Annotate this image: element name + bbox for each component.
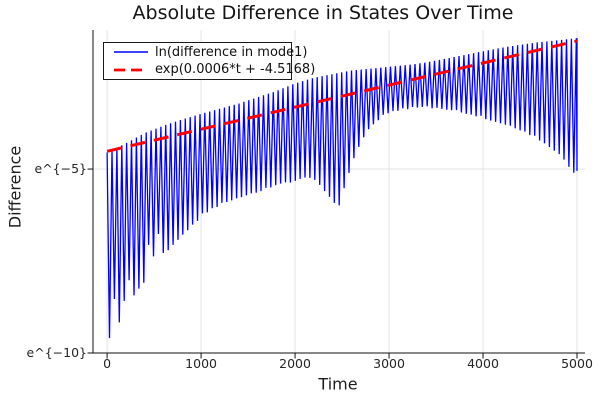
x-tick-label: 5000 <box>561 355 593 371</box>
legend-line-sample-dashed <box>114 68 148 72</box>
legend-item: exp(0.0006*t + -4.5168) <box>113 62 315 79</box>
x-tick-label: 1000 <box>185 355 217 371</box>
y-tick-label: e^{−10} <box>26 344 87 360</box>
x-axis-label: Time <box>318 374 358 394</box>
x-tick-label: 0 <box>103 355 112 371</box>
series-exp-fit <box>106 39 578 153</box>
x-tick-label: 2000 <box>279 355 311 371</box>
legend-label: ln(difference in mode1) <box>155 44 308 60</box>
x-tick-label: 3000 <box>373 355 405 371</box>
y-tick-label: e^{−5} <box>34 160 88 176</box>
y-axis-label: Difference <box>5 145 25 229</box>
legend-line-sample-solid <box>114 51 148 54</box>
x-tick-label: 4000 <box>467 355 499 371</box>
legend-label: exp(0.0006*t + -4.5168) <box>155 62 316 78</box>
legend: ln(difference in mode1) exp(0.0006*t + -… <box>103 42 315 80</box>
chart-title: Absolute Difference in States Over Time <box>132 2 514 24</box>
legend-item: ln(difference in mode1) <box>113 44 308 61</box>
series-ln-difference <box>106 38 578 339</box>
